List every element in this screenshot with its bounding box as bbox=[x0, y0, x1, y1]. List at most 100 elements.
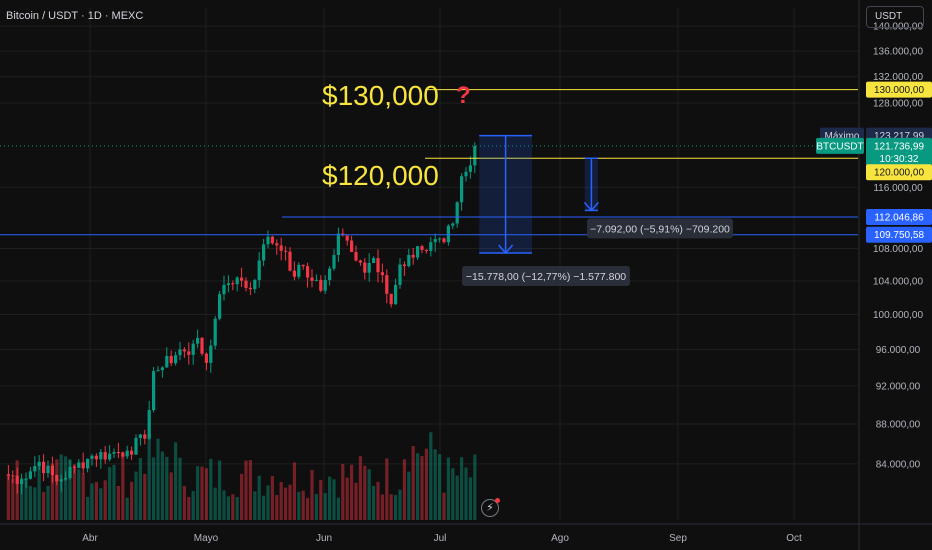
symbol-tag-bg bbox=[816, 137, 864, 154]
volume-bar bbox=[460, 457, 464, 520]
y-tick-label: 116.000,00 bbox=[873, 183, 923, 194]
volume-bar bbox=[385, 458, 389, 520]
volume-bar bbox=[394, 494, 398, 520]
volume-bar bbox=[90, 483, 94, 520]
volume-bar bbox=[275, 495, 279, 520]
candle-body bbox=[442, 238, 446, 243]
y-tick-label: 84.000,00 bbox=[876, 459, 921, 470]
measure-tool-1[interactable] bbox=[479, 134, 532, 255]
volume-bar bbox=[446, 457, 450, 520]
volume-bar bbox=[380, 494, 384, 520]
volume-bar bbox=[86, 496, 90, 520]
volume-bar bbox=[200, 466, 204, 520]
volume-bar bbox=[77, 469, 81, 520]
volume-bar bbox=[270, 476, 274, 520]
axis-label-112046: 112.046,86 bbox=[866, 208, 932, 225]
volume-bar bbox=[196, 466, 200, 520]
candle-body bbox=[138, 434, 142, 438]
volume-bar bbox=[50, 463, 54, 520]
candle-body bbox=[11, 475, 15, 477]
candle-body bbox=[460, 176, 464, 203]
candle-body bbox=[147, 410, 151, 439]
candle-body bbox=[160, 367, 164, 371]
candle-body bbox=[394, 284, 398, 305]
bolt-icon[interactable]: ⚡ bbox=[481, 499, 499, 517]
candle-body bbox=[204, 353, 208, 363]
candle-body bbox=[380, 272, 384, 276]
candle-body bbox=[125, 450, 129, 457]
candle-body bbox=[402, 264, 406, 267]
target-120000-label: $120,000 bbox=[322, 160, 439, 191]
candle-body bbox=[240, 277, 244, 281]
candle-body bbox=[376, 258, 380, 273]
axis-label-130000-text: 130.000,00 bbox=[874, 85, 924, 96]
volume-bar bbox=[147, 433, 151, 520]
axis-label-120000: 120.000,00 bbox=[866, 164, 932, 181]
target-130000-label: $130,000 bbox=[322, 80, 439, 111]
candle-body bbox=[420, 246, 424, 250]
measure-2-label: −7.092,00 (−5,91%) −709.200 bbox=[587, 218, 733, 239]
symbol-tag-text: BTCUSDT bbox=[816, 141, 863, 152]
candle-body bbox=[407, 254, 411, 267]
candle-body bbox=[345, 235, 349, 241]
measure-arrow-head bbox=[498, 244, 514, 255]
last-price-bg bbox=[866, 137, 932, 166]
volume-bar bbox=[266, 485, 270, 520]
volume-bar bbox=[134, 471, 138, 520]
volume-bar bbox=[209, 458, 213, 520]
volume-bar bbox=[442, 492, 446, 520]
volume-bar bbox=[262, 495, 266, 520]
volume-bar bbox=[468, 477, 472, 520]
volume-bar bbox=[429, 432, 433, 520]
volume-bar bbox=[130, 481, 134, 520]
volume-bar bbox=[253, 491, 257, 520]
candle-body bbox=[174, 355, 178, 364]
candle-body bbox=[187, 351, 191, 355]
volume-bar bbox=[306, 497, 310, 520]
measure-tool-2[interactable] bbox=[583, 157, 599, 212]
volume-bar bbox=[187, 496, 191, 520]
volume-bar bbox=[464, 467, 468, 520]
candle-body bbox=[50, 465, 54, 476]
candle-body bbox=[270, 236, 274, 244]
candle-body bbox=[336, 233, 340, 255]
volume-bar bbox=[121, 454, 125, 520]
y-tick-label: 104.000,00 bbox=[873, 276, 923, 287]
candle-body bbox=[152, 371, 156, 411]
candle-body bbox=[226, 283, 230, 285]
currency-selector[interactable]: USDT bbox=[866, 6, 924, 28]
candle-body bbox=[284, 250, 288, 252]
candle-body bbox=[306, 266, 310, 278]
candle-body bbox=[6, 474, 10, 476]
volume-bar bbox=[411, 445, 415, 520]
candle-body bbox=[433, 239, 437, 243]
volume-bar bbox=[310, 469, 314, 520]
axis-label-109750-text: 109.750,58 bbox=[874, 230, 924, 241]
axis-label-130000-bg bbox=[866, 81, 932, 98]
max-tag-text: Máximo bbox=[824, 131, 859, 142]
candle-body bbox=[297, 264, 301, 277]
volume-bar bbox=[68, 459, 72, 520]
candle-body bbox=[108, 453, 112, 460]
y-tick-label: 100.000,00 bbox=[873, 310, 923, 321]
candle-body bbox=[367, 262, 371, 273]
volume-bar bbox=[473, 454, 477, 520]
candle-body bbox=[200, 337, 204, 354]
candle-body bbox=[292, 270, 296, 277]
volume-bar bbox=[81, 473, 85, 520]
candle-body bbox=[64, 477, 68, 480]
volume-bar bbox=[424, 448, 428, 520]
candle-body bbox=[332, 254, 336, 269]
candle-body bbox=[81, 462, 85, 469]
volume-bar bbox=[420, 456, 424, 520]
x-tick-label: Ago bbox=[551, 533, 569, 544]
volume-bar bbox=[292, 462, 296, 520]
candle-body bbox=[24, 478, 28, 480]
candle-body bbox=[130, 450, 134, 455]
volume-bar bbox=[152, 457, 156, 520]
volume-bar bbox=[218, 460, 222, 520]
volume-bar bbox=[94, 481, 98, 520]
volume-bar bbox=[213, 487, 217, 520]
candle-body bbox=[191, 343, 195, 355]
